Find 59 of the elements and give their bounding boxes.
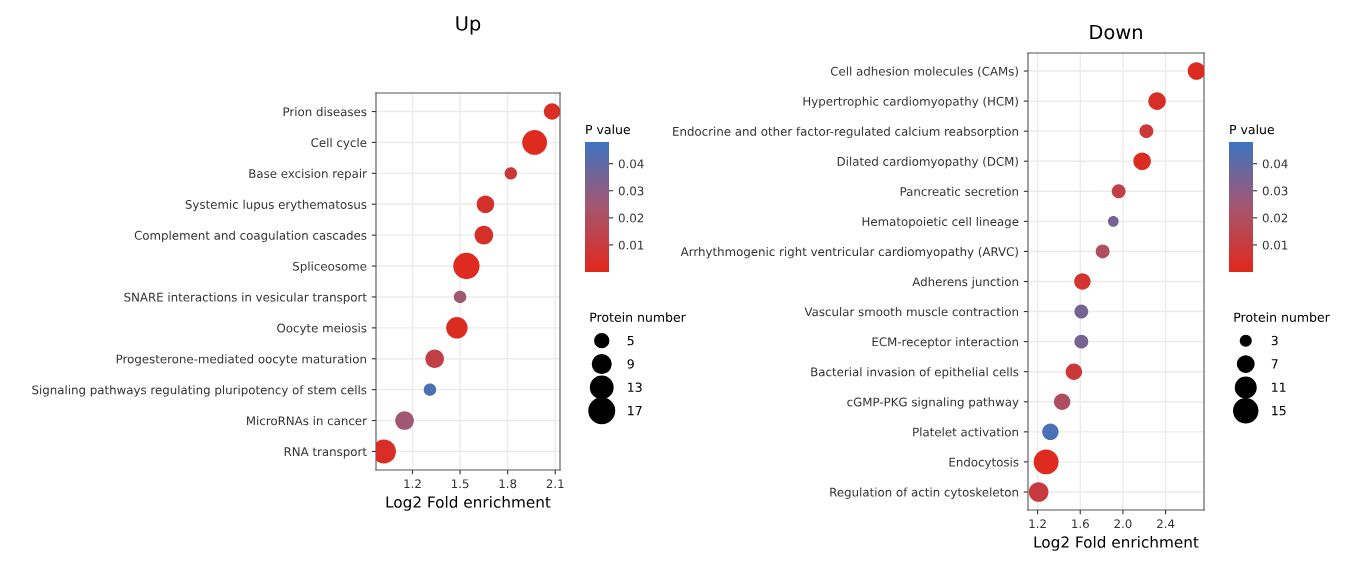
- x-axis-title: Log2 Fold enrichment: [386, 496, 551, 511]
- x-tick-label: 2.1: [546, 479, 564, 488]
- y-tick-label: Spliceosome: [293, 261, 367, 273]
- legend-title: Protein number: [1234, 312, 1330, 322]
- y-tick-label: SNARE interactions in vesicular transport: [124, 292, 367, 304]
- y-tick-label: MicroRNAs in cancer: [247, 416, 367, 426]
- color-bar-label: 0.01: [618, 240, 644, 250]
- y-tick-label: Endocrine and other factor-regulated calcium reabsorption: [673, 126, 1018, 139]
- chart-title: Down: [1090, 24, 1142, 40]
- x-axis-title: Log2 Fold enrichment: [1034, 536, 1199, 551]
- y-tick-label: Bacterial invasion of epithelial cells: [811, 367, 1019, 379]
- y-tick-label: Vascular smooth muscle contraction: [804, 307, 1018, 317]
- color-bar-label: 0.02: [1262, 213, 1288, 223]
- color-bar-title: P value: [1230, 124, 1274, 135]
- y-tick-label: Regulation of actin cytoskeleton: [830, 487, 1018, 499]
- y-tick-label: Cell cycle: [311, 137, 367, 150]
- y-tick-label: Progesterone-mediated oocyte maturation: [116, 354, 366, 366]
- legend-label: 13: [628, 382, 642, 392]
- y-tick-label: Platelet activation: [913, 427, 1018, 437]
- y-tick-label: Dilated cardiomyopathy (DCM): [837, 156, 1018, 169]
- y-tick-label: Prion diseases: [283, 107, 367, 117]
- y-tick-label: Signaling pathways regulating pluripotency of stem cells: [32, 385, 367, 397]
- y-tick-label: Adherens junction: [912, 277, 1018, 289]
- color-bar-title: P value: [586, 124, 630, 135]
- legend-label: 5: [627, 335, 634, 346]
- legend-label: 7: [1271, 359, 1278, 369]
- y-tick-label: Cell adhesion molecules (CAMs): [830, 66, 1018, 78]
- legend-label: 15: [1272, 406, 1286, 416]
- y-tick-label: Pancreatic secretion: [900, 186, 1018, 196]
- x-tick-label: 1.8: [499, 479, 517, 489]
- color-bar-label: 0.02: [618, 213, 644, 223]
- y-tick-label: Arrhythmogenic right ventricular cardiomyopathy (ARVC): [680, 246, 1018, 259]
- y-tick-label: RNA transport: [284, 447, 367, 459]
- y-tick-label: Oocyte meiosis: [277, 323, 367, 335]
- x-tick-label: 1.2: [404, 479, 421, 488]
- color-bar-label: 0.03: [1262, 186, 1288, 196]
- y-tick-label: Systemic lupus erythematosus: [185, 199, 367, 212]
- legend-label: 17: [628, 406, 642, 416]
- y-tick-label: Base excision repair: [249, 168, 367, 181]
- legend-title: Protein number: [590, 312, 686, 322]
- x-tick-label: 1.6: [1072, 519, 1089, 529]
- x-tick-label: 2.0: [1114, 519, 1132, 529]
- x-tick-label: 1.5: [451, 479, 469, 489]
- legend-label: 11: [1272, 382, 1286, 392]
- color-bar-label: 0.04: [618, 159, 644, 169]
- y-tick-label: Hematopoietic cell lineage: [862, 216, 1019, 229]
- y-tick-label: Complement and coagulation cascades: [134, 230, 367, 243]
- x-tick-label: 1.2: [1029, 519, 1046, 528]
- y-tick-label: Endocytosis: [949, 457, 1019, 469]
- color-bar-label: 0.04: [1262, 159, 1288, 169]
- color-bar-label: 0.01: [1262, 240, 1288, 250]
- y-tick-label: cGMP-PKG signaling pathway: [847, 397, 1019, 409]
- legend-label: 3: [1271, 335, 1278, 346]
- x-tick-label: 2.4: [1157, 519, 1175, 528]
- chart-title: Up: [456, 16, 481, 35]
- y-tick-label: ECM-receptor interaction: [872, 337, 1018, 349]
- color-bar-label: 0.03: [618, 186, 644, 196]
- y-tick-label: Hypertrophic cardiomyopathy (HCM): [803, 96, 1018, 109]
- legend-label: 9: [627, 359, 634, 369]
